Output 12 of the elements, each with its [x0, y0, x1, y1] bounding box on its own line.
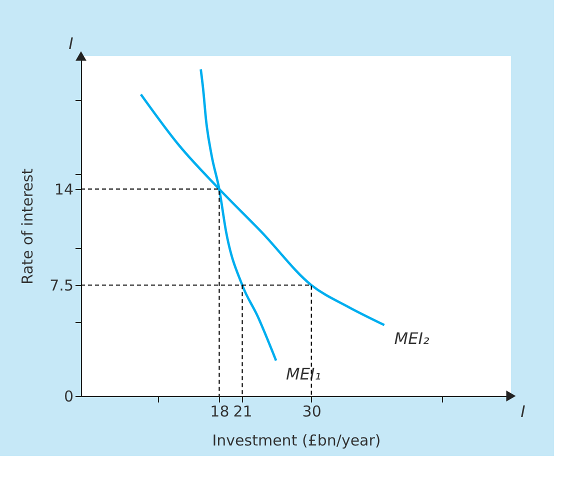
- y-tick-label: 14: [54, 180, 74, 199]
- y-axis-title: Rate of interest: [18, 168, 37, 284]
- series-label: MEI₁: [286, 364, 322, 384]
- x-tick-label: 30: [302, 402, 322, 420]
- series-label: MEI₂: [394, 329, 430, 348]
- text: I: [68, 34, 74, 53]
- x-tick-label: 18: [210, 402, 230, 420]
- y-tick-label: 7.5: [50, 276, 74, 295]
- y-tick-label: 0: [64, 388, 74, 406]
- text: I: [520, 402, 526, 421]
- x-tick-label: 21: [233, 402, 252, 420]
- x-axis-title: Investment (£bn/year): [212, 432, 381, 450]
